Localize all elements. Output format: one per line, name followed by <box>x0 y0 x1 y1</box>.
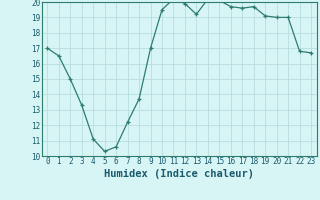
X-axis label: Humidex (Indice chaleur): Humidex (Indice chaleur) <box>104 169 254 179</box>
